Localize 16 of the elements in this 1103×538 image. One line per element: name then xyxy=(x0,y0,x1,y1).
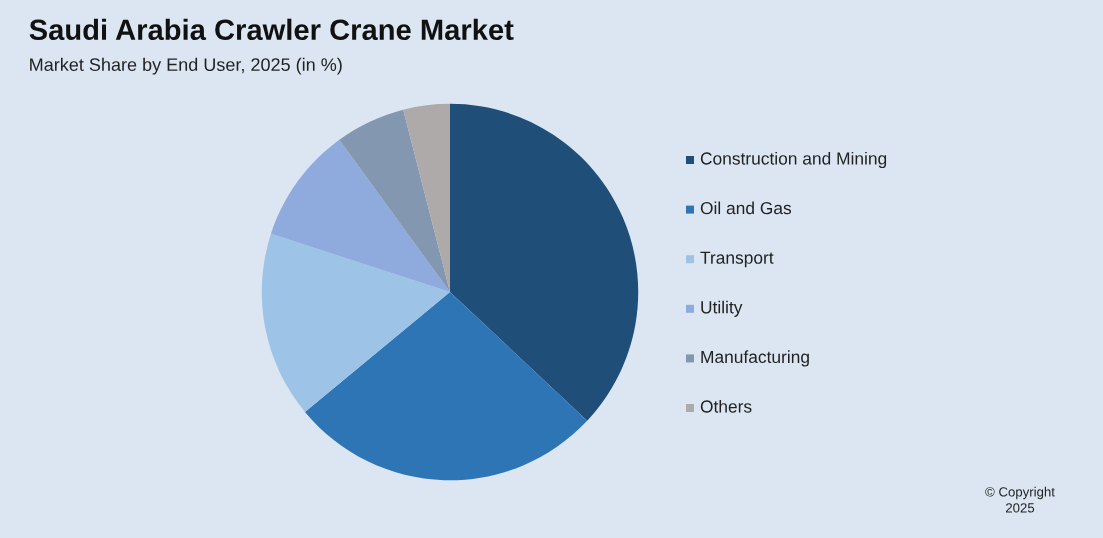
pie-slice xyxy=(270,139,450,292)
pie-slice xyxy=(304,292,588,481)
legend-label: Manufacturing xyxy=(701,350,809,367)
pie-slice xyxy=(261,233,450,412)
text: 2025 xyxy=(1005,503,1035,513)
pie-slice xyxy=(450,103,639,421)
legend-label: Oil and Gas xyxy=(700,201,792,215)
pie-slice xyxy=(339,109,450,292)
legend-label: Transport xyxy=(700,251,774,268)
chart-title: Saudi Arabia Crawler Crane Market xyxy=(29,18,514,41)
chart-subtitle: Market Share by End User, 2025 (in %) xyxy=(30,57,342,75)
text: © Copyright xyxy=(985,486,1055,500)
legend-label: Utility xyxy=(701,300,743,317)
legend-label: Construction and Mining xyxy=(700,151,887,169)
pie-slice xyxy=(403,103,450,292)
legend-label: Others xyxy=(700,399,752,413)
